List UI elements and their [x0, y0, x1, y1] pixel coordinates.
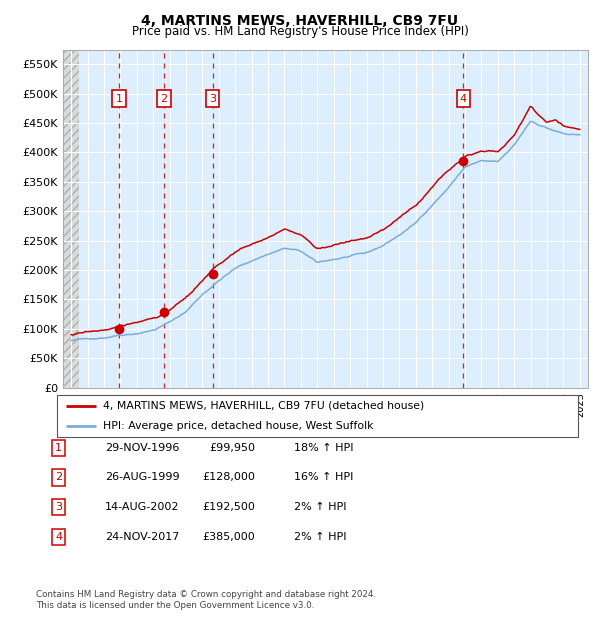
- Text: £385,000: £385,000: [202, 532, 255, 542]
- Text: 18% ↑ HPI: 18% ↑ HPI: [294, 443, 353, 453]
- Text: 4, MARTINS MEWS, HAVERHILL, CB9 7FU: 4, MARTINS MEWS, HAVERHILL, CB9 7FU: [142, 14, 458, 28]
- Text: 4: 4: [55, 532, 62, 542]
- Text: £192,500: £192,500: [202, 502, 255, 512]
- Text: 2: 2: [160, 94, 167, 104]
- Text: 4: 4: [460, 94, 467, 104]
- Text: £99,950: £99,950: [209, 443, 255, 453]
- FancyBboxPatch shape: [57, 395, 578, 437]
- Text: 3: 3: [55, 502, 62, 512]
- Bar: [63, 50, 79, 388]
- Text: 14-AUG-2002: 14-AUG-2002: [105, 502, 179, 512]
- Text: 26-AUG-1999: 26-AUG-1999: [105, 472, 179, 482]
- Text: This data is licensed under the Open Government Licence v3.0.: This data is licensed under the Open Gov…: [36, 601, 314, 611]
- Text: 2: 2: [55, 472, 62, 482]
- Text: 16% ↑ HPI: 16% ↑ HPI: [294, 472, 353, 482]
- Text: 2% ↑ HPI: 2% ↑ HPI: [294, 502, 347, 512]
- Text: 1: 1: [115, 94, 122, 104]
- Text: 4, MARTINS MEWS, HAVERHILL, CB9 7FU (detached house): 4, MARTINS MEWS, HAVERHILL, CB9 7FU (det…: [103, 401, 424, 411]
- Text: HPI: Average price, detached house, West Suffolk: HPI: Average price, detached house, West…: [103, 421, 373, 431]
- Text: 3: 3: [209, 94, 216, 104]
- Text: Price paid vs. HM Land Registry's House Price Index (HPI): Price paid vs. HM Land Registry's House …: [131, 25, 469, 38]
- Text: 29-NOV-1996: 29-NOV-1996: [105, 443, 179, 453]
- Text: 1: 1: [55, 443, 62, 453]
- Text: 24-NOV-2017: 24-NOV-2017: [105, 532, 179, 542]
- Text: £128,000: £128,000: [202, 472, 255, 482]
- Text: Contains HM Land Registry data © Crown copyright and database right 2024.: Contains HM Land Registry data © Crown c…: [36, 590, 376, 600]
- Text: 2% ↑ HPI: 2% ↑ HPI: [294, 532, 347, 542]
